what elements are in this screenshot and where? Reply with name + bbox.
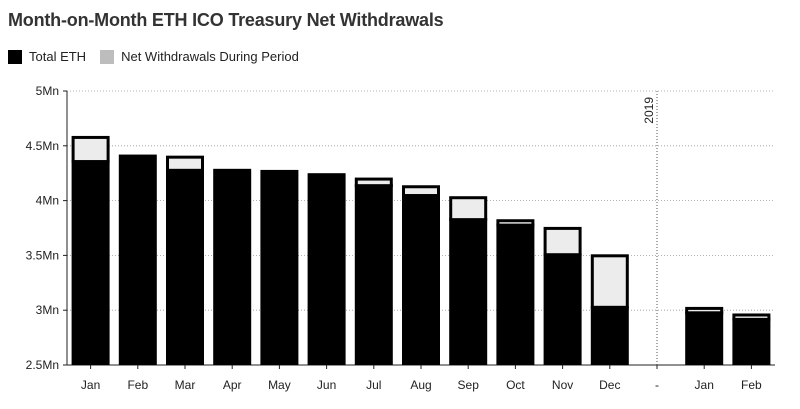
- x-tick-label: Apr: [223, 378, 242, 392]
- bar-net-withdrawals[interactable]: [496, 219, 535, 227]
- bar-total-eth[interactable]: [260, 169, 299, 365]
- bar-total-eth[interactable]: [354, 184, 393, 365]
- legend-label-total-eth: Total ETH: [29, 49, 87, 64]
- bar-total-eth[interactable]: [71, 160, 110, 365]
- bar-net-withdrawals[interactable]: [685, 306, 724, 315]
- x-tick-label: -: [655, 378, 659, 392]
- legend-swatch-total-eth: [8, 49, 22, 64]
- x-tick-label: Dec: [599, 378, 620, 392]
- bar-total-eth[interactable]: [496, 223, 535, 365]
- bar-total-eth[interactable]: [543, 253, 582, 365]
- bar-total-eth[interactable]: [307, 173, 346, 365]
- bar-total-eth[interactable]: [732, 317, 771, 365]
- x-tick-label: May: [268, 378, 291, 392]
- x-tick-label: Oct: [506, 378, 525, 392]
- bar-total-eth[interactable]: [449, 218, 488, 365]
- bar-net-withdrawals[interactable]: [732, 313, 771, 321]
- year-annotation-label: 2019: [642, 97, 656, 124]
- x-tick-label: Jul: [366, 378, 381, 392]
- bar-total-eth[interactable]: [402, 194, 440, 365]
- bar-total-eth[interactable]: [118, 154, 157, 365]
- legend-item-net-withdrawals[interactable]: Net Withdrawals During Period: [100, 49, 299, 64]
- x-tick-label: Nov: [552, 378, 573, 392]
- bar-net-withdrawals[interactable]: [590, 254, 629, 309]
- x-tick-label: Sep: [458, 378, 480, 392]
- bar-total-eth[interactable]: [166, 168, 204, 365]
- bar-net-withdrawals[interactable]: [402, 185, 440, 198]
- y-tick-label: 3.5Mn: [26, 248, 59, 262]
- bar-total-eth[interactable]: [213, 168, 252, 365]
- x-tick-label: Aug: [410, 378, 431, 392]
- legend-label-net-withdrawals: Net Withdrawals During Period: [121, 49, 299, 64]
- x-tick-label: Jan: [81, 378, 100, 392]
- y-tick-label: 5Mn: [36, 84, 59, 98]
- legend-item-total-eth[interactable]: Total ETH: [8, 49, 86, 64]
- y-tick-label: 4.5Mn: [26, 139, 59, 153]
- bar-net-withdrawals[interactable]: [71, 135, 110, 164]
- legend: Total ETH Net Withdrawals During Period: [8, 49, 313, 64]
- bar-net-withdrawals[interactable]: [166, 155, 204, 172]
- bar-total-eth[interactable]: [685, 311, 724, 365]
- y-tick-label: 3Mn: [36, 303, 59, 317]
- y-tick-label: 2.5Mn: [26, 358, 59, 372]
- bar-net-withdrawals[interactable]: [543, 226, 582, 257]
- x-tick-label: Jun: [317, 378, 336, 392]
- bar-total-eth[interactable]: [590, 305, 629, 365]
- x-tick-label: Jan: [695, 378, 714, 392]
- x-tick-label: Feb: [741, 378, 762, 392]
- x-tick-label: Feb: [127, 378, 148, 392]
- y-tick-label: 4Mn: [36, 194, 59, 208]
- x-tick-label: Mar: [175, 378, 196, 392]
- chart-title: Month-on-Month ETH ICO Treasury Net With…: [8, 10, 444, 30]
- legend-swatch-net-withdrawals: [100, 49, 115, 64]
- bar-net-withdrawals[interactable]: [449, 196, 488, 222]
- bar-net-withdrawals[interactable]: [354, 177, 393, 188]
